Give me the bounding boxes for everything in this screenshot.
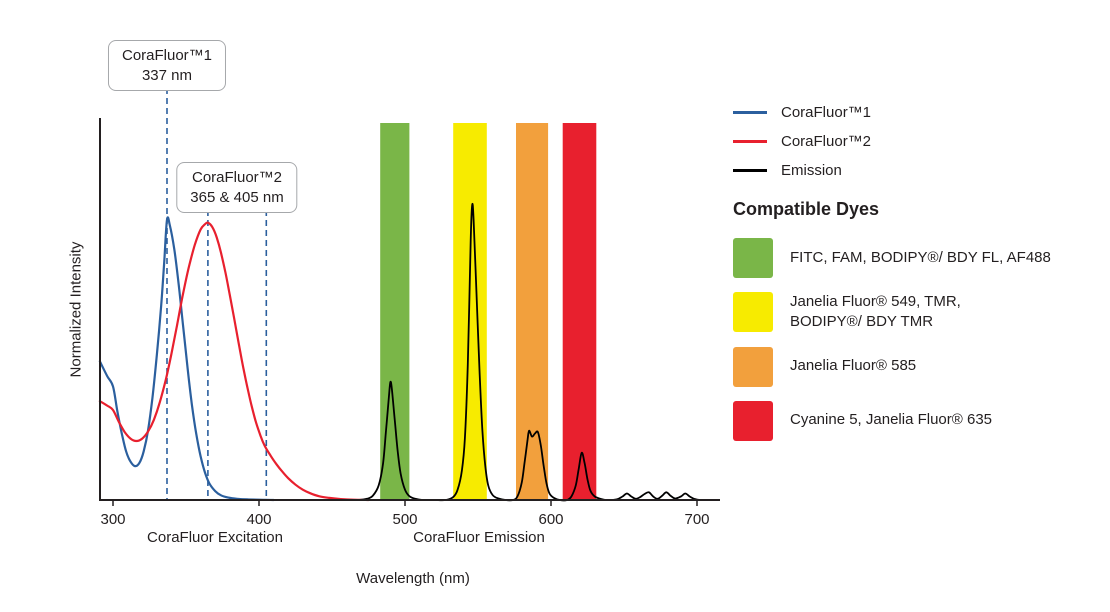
dye-color-swatch-red (733, 400, 773, 441)
x-tick-label: 500 (392, 511, 417, 528)
dye-filter-band (516, 123, 549, 500)
compatible-dyes-heading: Compatible Dyes (733, 199, 880, 219)
x-tick-label: 600 (538, 511, 563, 528)
x-axis-group-label-excitation: CoraFluor Excitation (147, 529, 283, 546)
legend-line-swatch-corafluor2 (733, 139, 767, 143)
spectrum-curve (98, 216, 275, 502)
legend-line-swatch-emission (733, 168, 767, 172)
y-axis-label: Normalized Intensity (67, 241, 85, 378)
x-tick-label: 300 (100, 511, 125, 528)
dye-label-yellow: Janelia Fluor® 549, TMR, BODIPY®/ BDY TM… (790, 293, 961, 331)
legend-label-corafluor2: CoraFluor™2 (781, 132, 872, 150)
dye-item-yellow: Janelia Fluor® 549, TMR, BODIPY®/ BDY TM… (733, 292, 1105, 333)
callout-corafluor1-excitation: CoraFluor™1 337 nm (107, 40, 227, 91)
legend-item-corafluor2: CoraFluor™2 (733, 132, 1105, 150)
dye-item-green: FITC, FAM, BODIPY®/ BDY FL, AF488 (733, 238, 1105, 278)
callout-corafluor2-excitation: CoraFluor™2 365 & 405 nm (176, 162, 298, 213)
spectrum-curve (301, 202, 716, 502)
x-tick-label: 400 (246, 511, 271, 528)
spectrum-curve (98, 221, 370, 502)
dye-label-green: FITC, FAM, BODIPY®/ BDY FL, AF488 (790, 248, 1051, 266)
legend-label-emission: Emission (781, 161, 842, 179)
dye-color-swatch-orange (733, 346, 773, 387)
x-axis-group-label-emission: CoraFluor Emission (413, 529, 545, 546)
dye-filter-band (453, 123, 487, 500)
x-tick-label: 700 (684, 511, 709, 528)
dye-label-orange: Janelia Fluor® 585 (790, 357, 917, 375)
legend-item-corafluor1: CoraFluor™1 (733, 103, 1105, 121)
chart-axes (99, 118, 720, 501)
dye-color-swatch-green (733, 238, 773, 278)
legend-line-swatch-corafluor1 (733, 110, 767, 114)
x-axis-label: Wavelength (nm) (356, 570, 470, 587)
dye-color-swatch-yellow (733, 292, 773, 333)
dye-item-orange: Janelia Fluor® 585 (733, 346, 1105, 387)
dye-item-red: Cyanine 5, Janelia Fluor® 635 (733, 400, 1105, 441)
legend-label-corafluor1: CoraFluor™1 (781, 103, 872, 121)
dye-label-red: Cyanine 5, Janelia Fluor® 635 (790, 411, 993, 429)
legend-item-emission: Emission (733, 161, 1105, 179)
dye-filter-band (562, 123, 597, 500)
legend: CoraFluor™1 CoraFluor™2 Emission Compati… (733, 103, 1105, 455)
